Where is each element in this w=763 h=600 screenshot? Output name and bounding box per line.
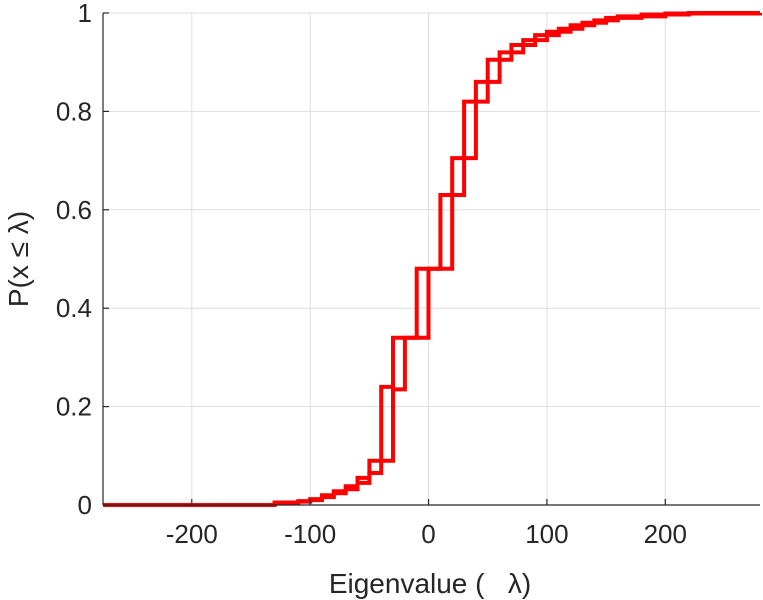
y-tick-label: 0.4: [56, 293, 92, 323]
y-tick-label: 0.8: [56, 96, 92, 126]
y-tick-label: 1: [78, 0, 92, 28]
labels-layer: Eigenvalue ( λ) P(x ≤ λ): [3, 211, 531, 599]
x-tick-label: -200: [166, 519, 218, 549]
grid-layer: [103, 12, 760, 506]
x-tick-label: 0: [421, 519, 435, 549]
y-tick-label: 0.6: [56, 195, 92, 225]
x-axis-label: Eigenvalue ( λ): [329, 568, 531, 599]
cdf-series-line-2: [103, 11, 762, 507]
x-tick-label: -100: [284, 519, 336, 549]
y-axis-label: P(x ≤ λ): [3, 211, 34, 307]
axes: -200 -100 0 100 200 0 0.2 0.4 0.6 0.8 1: [56, 0, 760, 549]
y-tick-label: 0.2: [56, 392, 92, 422]
series-layer: [103, 11, 762, 507]
cdf-series-line-1: [103, 11, 760, 507]
y-tick-label: 0: [78, 490, 92, 520]
x-tick-label: 200: [644, 519, 687, 549]
x-tick-label: 100: [525, 519, 568, 549]
